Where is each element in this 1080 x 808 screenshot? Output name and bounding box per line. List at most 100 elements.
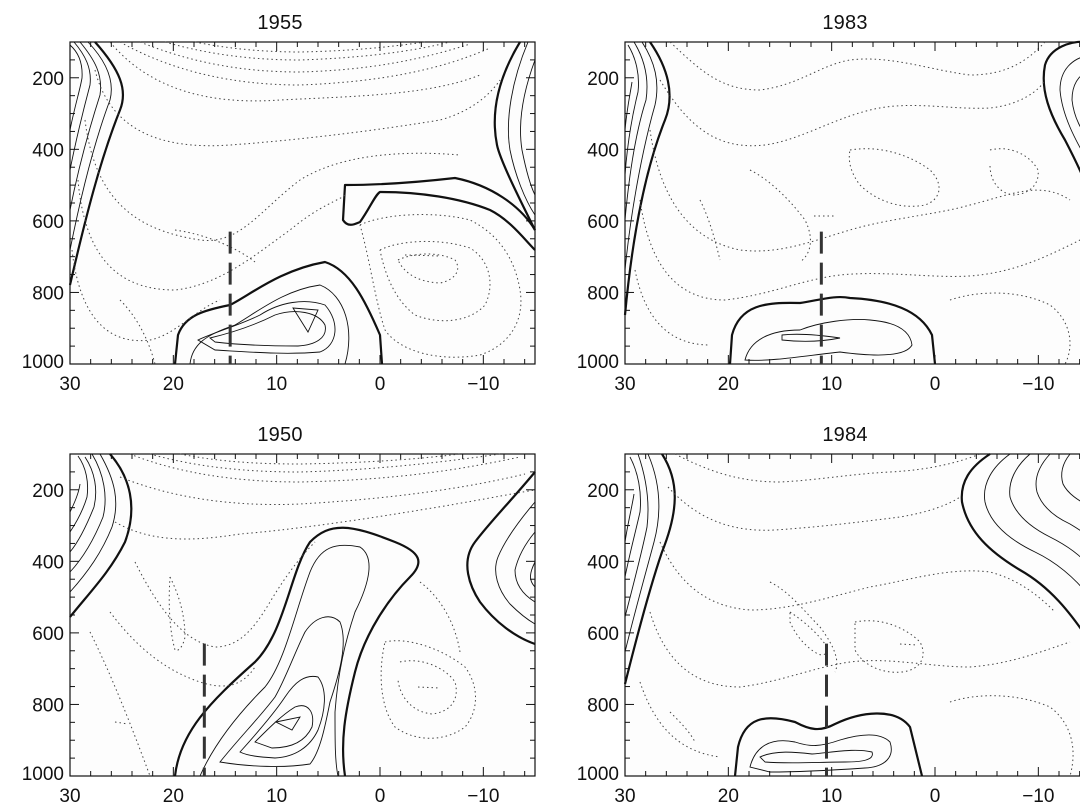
panel-1984: 1984 <box>550 412 1080 808</box>
y-tick-label: 200 <box>587 69 619 90</box>
x-tick-label: 0 <box>375 786 386 807</box>
positive-contour <box>209 311 326 347</box>
contour-plot-1955: 200 400 600 800 1000 30 20 10 0 −10 <box>22 41 536 395</box>
zero-contour <box>623 41 671 316</box>
negative-contour <box>174 229 256 263</box>
x-tick-label: 30 <box>614 786 635 807</box>
positive-contour <box>624 453 649 618</box>
x-tick-label: 30 <box>59 786 80 807</box>
positive-contour <box>1071 76 1080 128</box>
panel-1950: 1950 <box>0 412 536 808</box>
positive-contour <box>274 716 301 731</box>
positive-contour <box>197 301 336 354</box>
y-tick-label: 800 <box>32 695 64 716</box>
contours <box>69 453 536 777</box>
contour-plot-1950: 200 400 600 800 1000 30 20 10 0 −10 <box>22 453 536 807</box>
negative-contour <box>119 41 491 86</box>
panel-title: 1983 <box>822 12 868 34</box>
plot-frame <box>624 41 1080 365</box>
positive-contour <box>219 616 344 767</box>
plot-frame <box>69 41 536 365</box>
x-tick-label: 10 <box>266 786 287 807</box>
negative-contour <box>359 214 522 358</box>
negative-contour <box>669 711 696 743</box>
y-tick-label: 1000 <box>577 764 619 785</box>
positive-contour <box>254 705 314 749</box>
zero-contour <box>728 295 937 365</box>
positive-contour <box>984 453 1080 587</box>
y-axis: 200 400 600 800 1000 <box>22 41 535 373</box>
panel-title: 1955 <box>257 12 303 34</box>
positive-contour <box>624 453 660 653</box>
zero-contour <box>733 712 924 777</box>
y-axis: 200 400 600 800 1000 <box>577 41 634 373</box>
panel-title: 1984 <box>822 424 868 446</box>
positive-contour <box>744 319 913 361</box>
negative-contour <box>674 453 981 483</box>
zero-contour <box>960 453 1080 630</box>
negative-contour <box>749 169 811 263</box>
x-tick-label: 30 <box>59 374 80 395</box>
x-axis: 30 20 10 0 −10 <box>59 454 526 807</box>
y-tick-label: 600 <box>587 212 619 233</box>
contours <box>623 453 1080 777</box>
y-tick-label: 200 <box>587 481 619 502</box>
x-tick-label: 10 <box>821 786 842 807</box>
negative-contour <box>769 581 838 673</box>
positive-contour <box>199 544 370 777</box>
panel-1983: 1983 200 400 600 800 10 <box>550 0 1080 404</box>
negative-contour <box>397 660 457 715</box>
negative-contour <box>417 686 441 689</box>
x-tick-label: −10 <box>467 374 499 395</box>
positive-contour <box>69 453 106 573</box>
y-tick-label: 400 <box>587 140 619 161</box>
y-tick-label: 1000 <box>22 764 64 785</box>
positive-contour <box>69 41 112 251</box>
x-axis: 30 20 10 0 −10 <box>614 42 1080 395</box>
negative-contour <box>380 640 476 739</box>
positive-contour <box>624 456 641 578</box>
positive-contour <box>759 749 873 764</box>
x-tick-label: 20 <box>718 374 739 395</box>
positive-contour <box>749 734 892 773</box>
negative-contour <box>94 69 501 147</box>
panel-1955: 1955 <box>0 0 536 404</box>
positive-contour <box>624 81 633 131</box>
negative-contour <box>119 299 156 365</box>
zero-contour <box>1042 40 1080 173</box>
y-tick-label: 400 <box>32 140 64 161</box>
negative-contour <box>854 620 924 673</box>
negative-contour <box>899 643 919 646</box>
x-tick-label: −10 <box>467 786 499 807</box>
zero-contour <box>493 41 536 231</box>
negative-contour <box>404 254 441 257</box>
y-tick-label: 800 <box>32 283 64 304</box>
negative-contour <box>639 681 721 758</box>
positive-contour <box>69 41 91 171</box>
positive-contour <box>507 41 536 216</box>
negative-contour <box>194 41 426 53</box>
positive-contour <box>69 455 89 533</box>
x-tick-label: 20 <box>163 374 184 395</box>
positive-contour <box>292 307 319 333</box>
positive-contour <box>530 561 536 588</box>
negative-contour <box>84 119 461 241</box>
zero-contour <box>68 41 125 286</box>
negative-contour <box>659 541 1056 613</box>
y-tick-label: 1000 <box>22 352 64 373</box>
x-tick-label: 20 <box>718 786 739 807</box>
positive-contour <box>1061 453 1080 502</box>
plot-frame <box>624 453 1080 777</box>
contours <box>68 41 536 365</box>
positive-contour <box>495 501 536 625</box>
positive-contour <box>781 333 841 342</box>
zero-contour <box>341 176 536 251</box>
zero-contour <box>173 526 420 777</box>
contours <box>623 40 1080 365</box>
positive-contour <box>624 44 639 176</box>
negative-contour <box>77 179 346 291</box>
y-tick-label: 1000 <box>577 352 619 373</box>
positive-contour <box>69 44 83 131</box>
negative-contour <box>149 453 501 473</box>
x-tick-label: −10 <box>1022 374 1054 395</box>
